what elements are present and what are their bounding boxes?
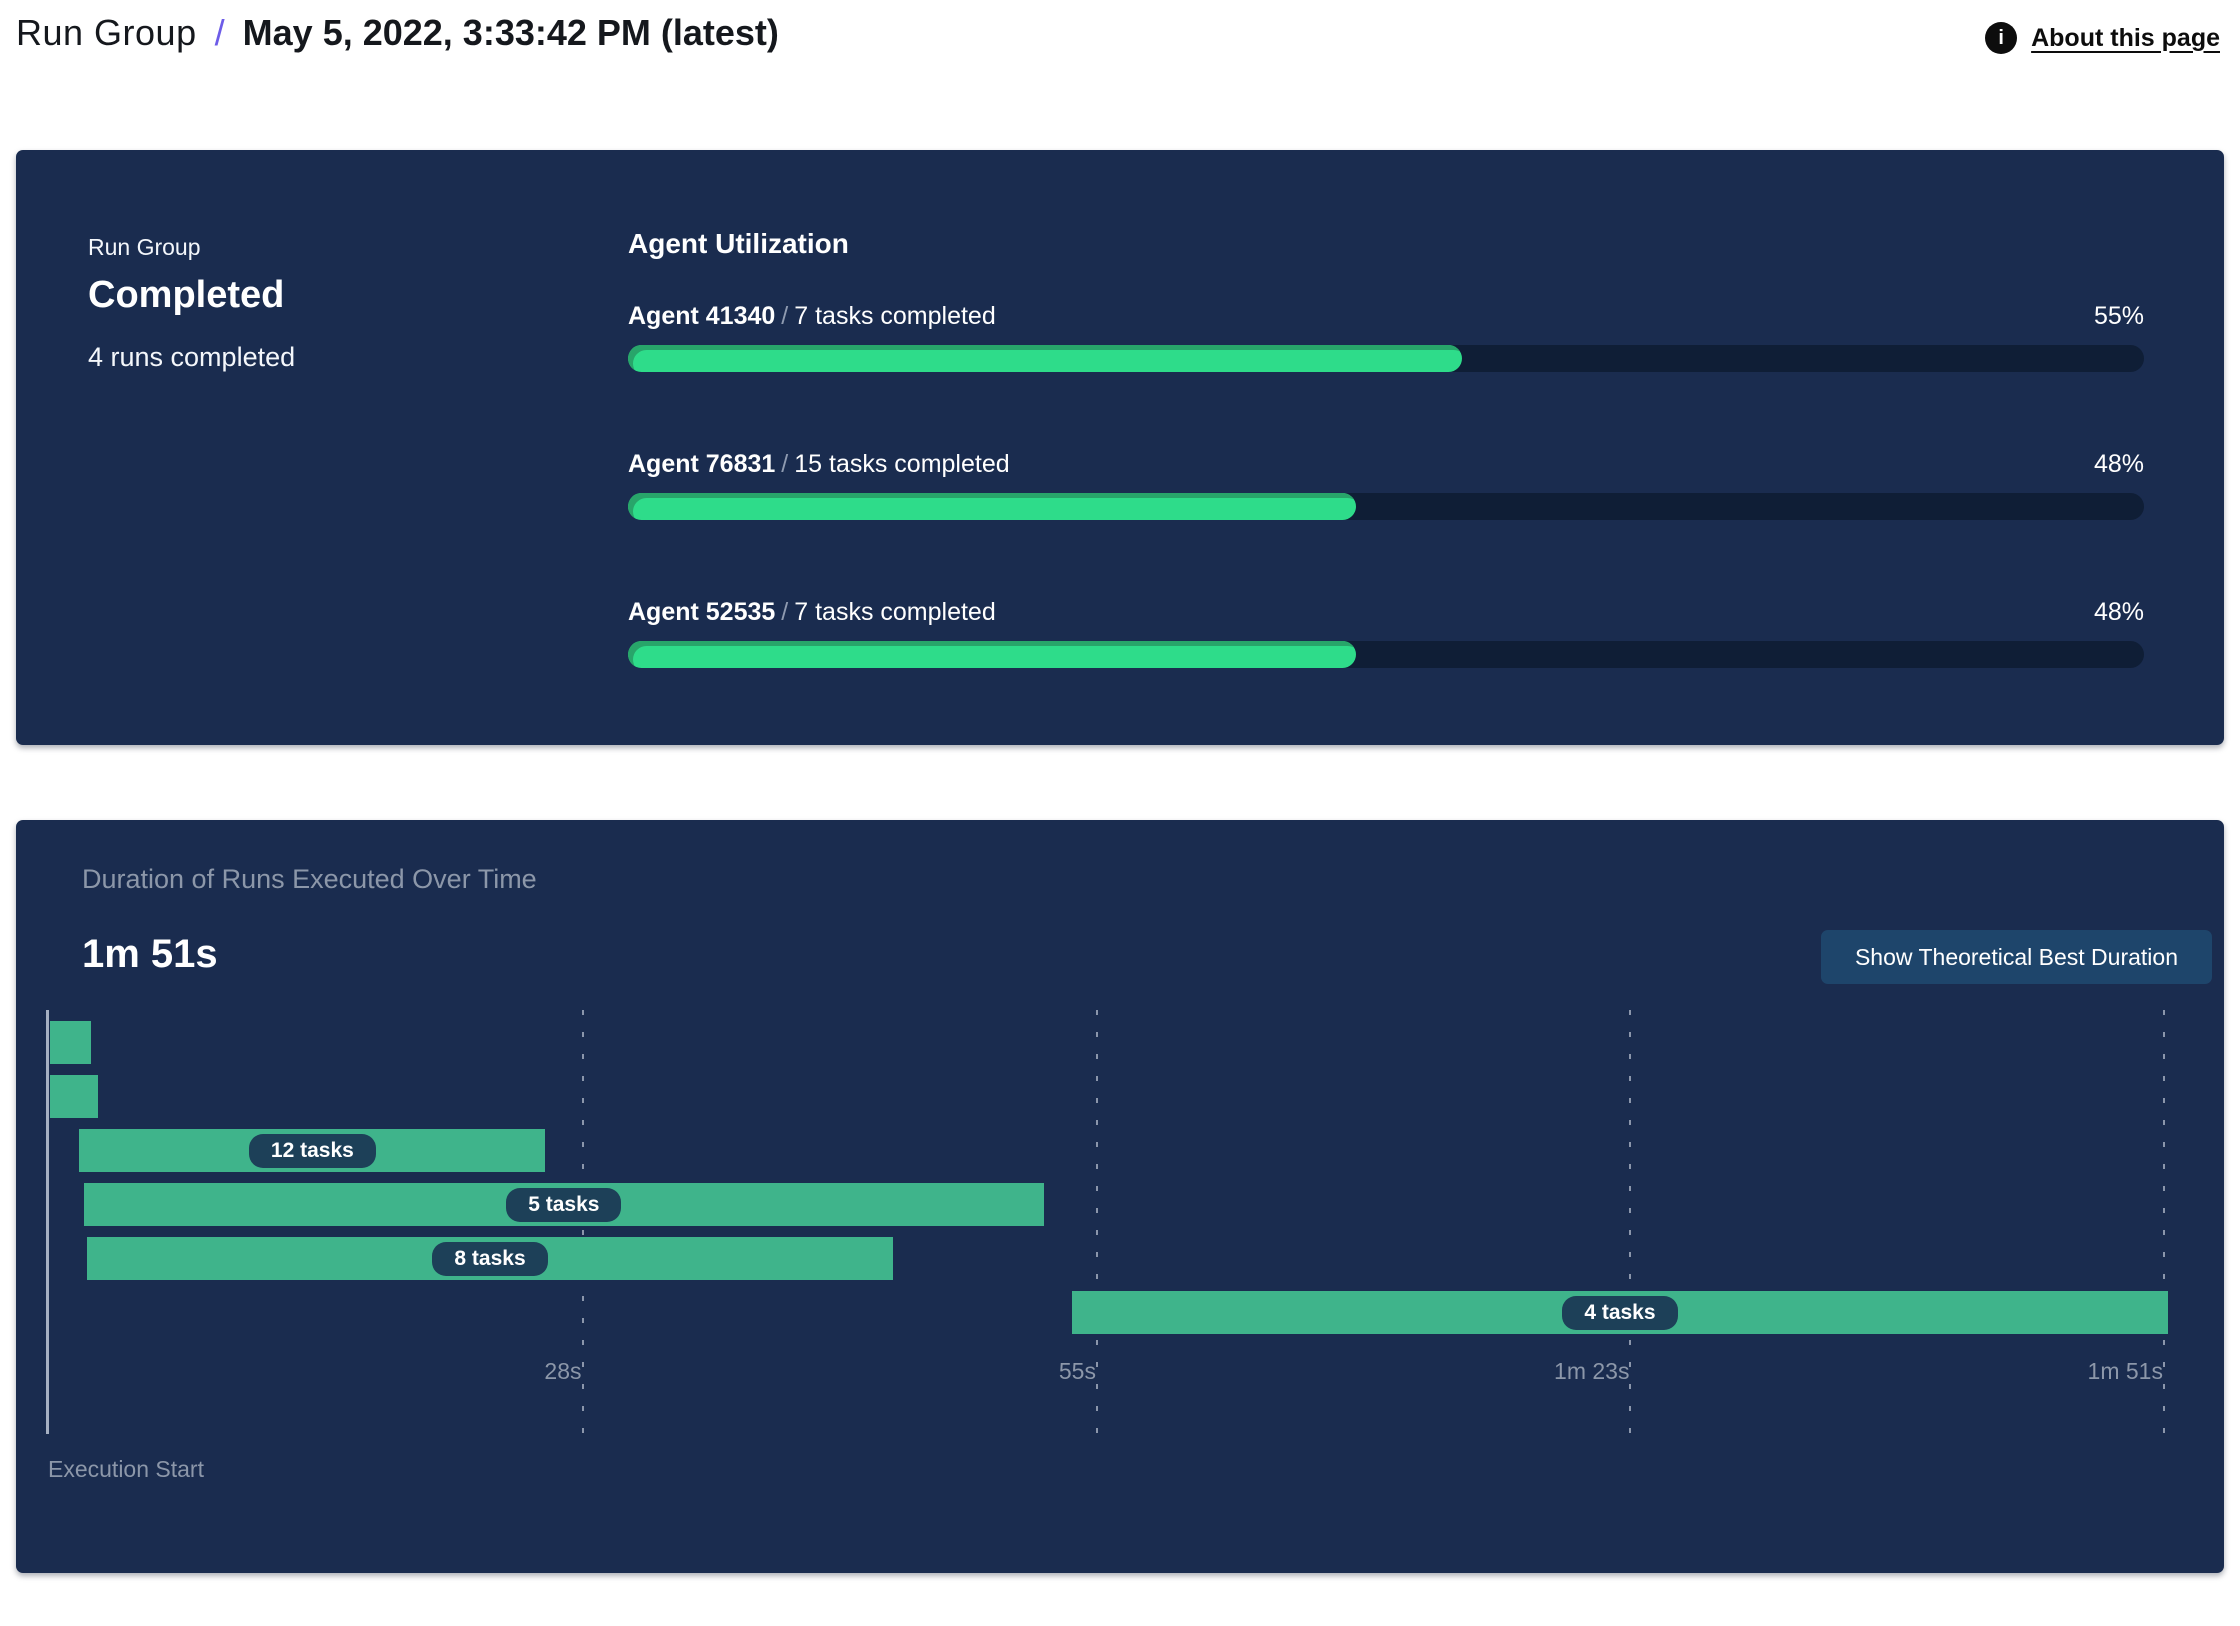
utilization-bar-fill: [628, 345, 1462, 372]
utilization-bar-track: [628, 493, 2144, 520]
run-task-count-pill: 12 tasks: [248, 1133, 376, 1168]
utilization-bar-track: [628, 641, 2144, 668]
gridline-1m51s: [2162, 1010, 2165, 1448]
info-icon: i: [1985, 22, 2018, 54]
agent-label-separator: /: [781, 598, 789, 626]
agent-name: Agent 52535: [628, 598, 776, 626]
run-task-count-pill: 5 tasks: [506, 1187, 622, 1222]
utilization-bar-track: [628, 345, 2144, 372]
run-duration-bar[interactable]: 4 tasks: [1072, 1291, 2168, 1334]
run-duration-bar[interactable]: 5 tasks: [84, 1183, 1044, 1226]
utilization-bar-fill: [628, 493, 1356, 520]
total-duration-value: 1m 51s: [82, 932, 218, 976]
run-timestamp-title: May 5, 2022, 3:33:42 PM (latest): [242, 12, 779, 53]
execution-start-label: Execution Start: [48, 1456, 204, 1482]
axis-tick-label: 28s: [544, 1358, 582, 1384]
agent-tasks-completed: 7 tasks completed: [794, 302, 996, 330]
agent-label: Agent 52535/7 tasks completed: [628, 598, 996, 627]
run-group-label: Run Group: [88, 234, 201, 260]
run-duration-bar[interactable]: [49, 1075, 98, 1118]
page-header: Run Group / May 5, 2022, 3:33:42 PM (lat…: [16, 8, 2224, 78]
run-task-count-pill: 8 tasks: [432, 1241, 548, 1276]
duration-chart-panel: Duration of Runs Executed Over Time 1m 5…: [16, 820, 2224, 1573]
about-link-label: About this page: [2031, 23, 2220, 52]
breadcrumb-root: Run Group: [16, 12, 197, 53]
execution-start-axis-line: [46, 1010, 49, 1434]
agent-utilization-title: Agent Utilization: [628, 228, 849, 259]
axis-tick-label: 1m 51s: [2087, 1358, 2163, 1384]
breadcrumb-separator: /: [214, 12, 225, 53]
agent-utilization-percent: 48%: [2093, 450, 2144, 478]
show-theoretical-best-duration-button[interactable]: Show Theoretical Best Duration: [1820, 930, 2212, 984]
axis-tick-label: 1m 23s: [1554, 1358, 1630, 1384]
gridline-1m23s: [1629, 1010, 1632, 1448]
axis-tick-label: 55s: [1058, 1358, 1096, 1384]
run-group-status: Completed: [88, 274, 285, 316]
run-duration-bar[interactable]: [49, 1021, 91, 1064]
agent-utilization-row: Agent 52535/7 tasks completed 48%: [628, 596, 2144, 686]
agent-label: Agent 41340/7 tasks completed: [628, 302, 996, 331]
runs-completed-count: 4 runs completed: [88, 342, 296, 372]
gridline-55s: [1095, 1010, 1098, 1448]
agent-name: Agent 41340: [628, 302, 776, 330]
agent-label: Agent 76831/15 tasks completed: [628, 450, 1010, 479]
agent-label-separator: /: [781, 302, 789, 330]
chart-subtitle: Duration of Runs Executed Over Time: [82, 864, 537, 894]
agent-tasks-completed: 15 tasks completed: [794, 450, 1010, 478]
agent-label-separator: /: [781, 450, 789, 478]
run-duration-bar[interactable]: 8 tasks: [87, 1237, 894, 1280]
agent-name: Agent 76831: [628, 450, 776, 478]
run-duration-bar[interactable]: 12 tasks: [79, 1129, 546, 1172]
run-group-summary-panel: Run Group Completed 4 runs completed Age…: [16, 150, 2224, 745]
page-title: Run Group / May 5, 2022, 3:33:42 PM (lat…: [16, 12, 779, 54]
run-task-count-pill: 4 tasks: [1562, 1295, 1678, 1330]
agent-tasks-completed: 7 tasks completed: [794, 598, 996, 626]
about-this-page-link[interactable]: i About this page: [1985, 22, 2220, 54]
utilization-bar-fill: [628, 641, 1356, 668]
agent-utilization-percent: 55%: [2093, 302, 2144, 330]
agent-utilization-row: Agent 76831/15 tasks completed 48%: [628, 448, 2144, 538]
agent-utilization-row: Agent 41340/7 tasks completed 55%: [628, 300, 2144, 390]
gridline-28s: [581, 1010, 584, 1448]
agent-utilization-percent: 48%: [2093, 598, 2144, 626]
